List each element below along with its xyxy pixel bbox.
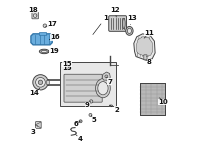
Circle shape xyxy=(105,75,108,78)
Bar xyxy=(140,83,165,115)
Text: 1: 1 xyxy=(93,15,108,35)
Circle shape xyxy=(33,14,37,17)
Text: 6: 6 xyxy=(73,121,80,127)
Circle shape xyxy=(36,77,45,87)
Polygon shape xyxy=(102,72,110,80)
Polygon shape xyxy=(31,34,52,45)
Text: 4: 4 xyxy=(76,135,83,142)
Bar xyxy=(46,80,49,84)
FancyBboxPatch shape xyxy=(144,55,147,60)
Text: 16: 16 xyxy=(49,35,60,40)
Text: 14: 14 xyxy=(30,88,40,96)
Circle shape xyxy=(38,80,43,85)
Text: 9: 9 xyxy=(85,101,90,108)
Text: 5: 5 xyxy=(91,115,96,123)
Text: 11: 11 xyxy=(144,30,154,38)
Text: 10: 10 xyxy=(158,98,168,105)
Ellipse shape xyxy=(96,79,110,98)
Circle shape xyxy=(90,100,93,103)
Circle shape xyxy=(79,120,82,123)
Text: 2: 2 xyxy=(110,105,119,112)
Ellipse shape xyxy=(41,50,47,53)
Ellipse shape xyxy=(39,49,49,54)
Ellipse shape xyxy=(126,26,133,35)
Circle shape xyxy=(33,75,48,90)
Text: 8: 8 xyxy=(146,57,152,65)
Polygon shape xyxy=(136,37,153,57)
Text: 15: 15 xyxy=(62,65,72,71)
FancyBboxPatch shape xyxy=(36,122,41,128)
Polygon shape xyxy=(134,34,155,60)
Ellipse shape xyxy=(123,18,125,29)
FancyBboxPatch shape xyxy=(109,16,127,31)
Text: 13: 13 xyxy=(127,15,137,25)
Text: 12: 12 xyxy=(110,7,120,17)
FancyBboxPatch shape xyxy=(32,12,38,19)
Circle shape xyxy=(43,24,47,27)
Text: 17: 17 xyxy=(47,21,57,27)
Text: 18: 18 xyxy=(28,7,38,15)
Bar xyxy=(39,32,46,35)
Ellipse shape xyxy=(98,82,108,95)
Text: 3: 3 xyxy=(31,126,38,135)
Circle shape xyxy=(89,113,92,116)
Ellipse shape xyxy=(127,28,131,34)
Text: 15: 15 xyxy=(62,61,72,68)
FancyBboxPatch shape xyxy=(64,74,102,102)
Polygon shape xyxy=(60,62,116,106)
Text: 19: 19 xyxy=(48,48,59,54)
Ellipse shape xyxy=(109,105,113,107)
Bar xyxy=(140,83,165,115)
Text: 7: 7 xyxy=(107,77,112,85)
